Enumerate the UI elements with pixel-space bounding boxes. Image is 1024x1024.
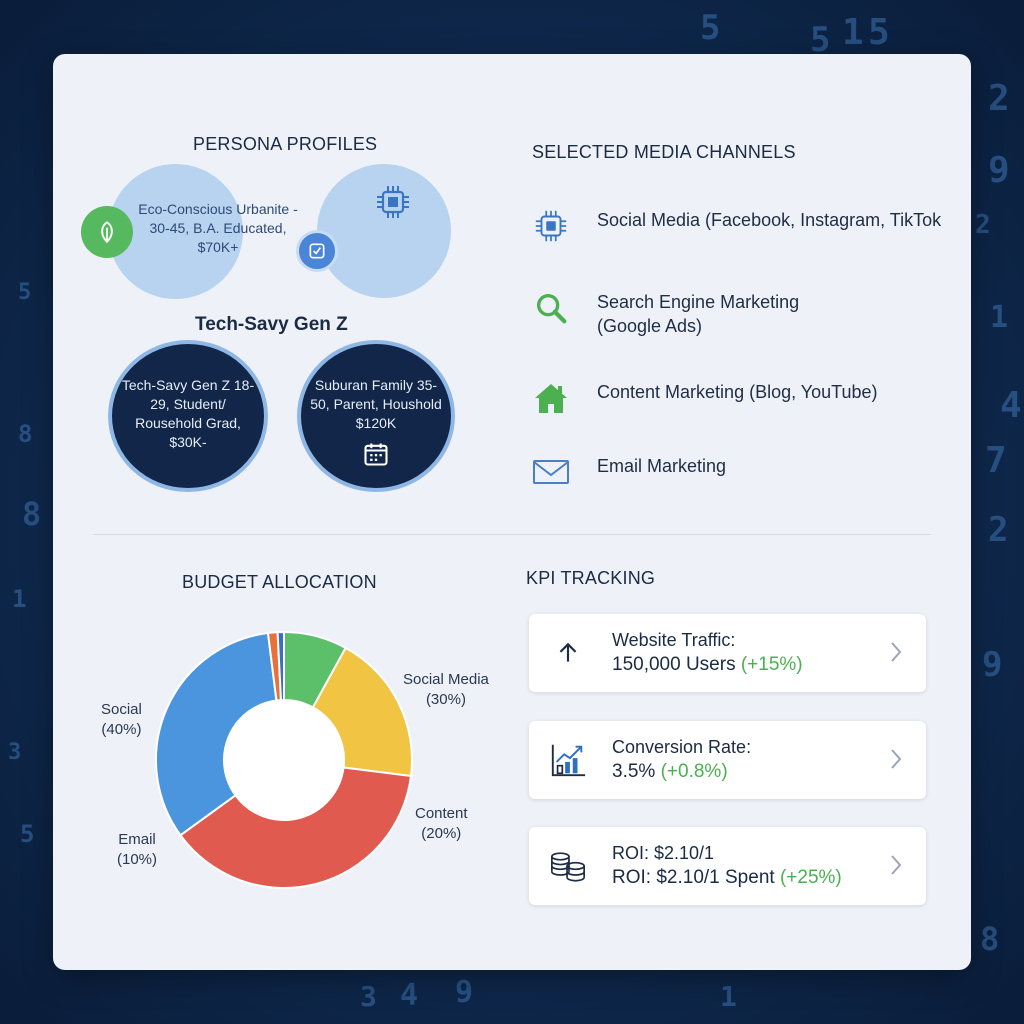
channel-social-media[interactable]: Social Media (Facebook, Instagram, TikTo…: [531, 208, 951, 244]
pie-label-name: Content: [415, 805, 468, 822]
kpi-card-website-traffic[interactable]: Website Traffic: 150,000 Users (+15%): [529, 614, 926, 692]
bg-digit: 1: [720, 980, 737, 1013]
budget-section-title: BUDGET ALLOCATION: [182, 572, 377, 592]
home-icon: [531, 380, 571, 416]
kpi-value-main: 150,000 Users: [612, 654, 741, 675]
kpi-value-main: ROI: $2.10/1 Spent: [612, 867, 780, 888]
pie-label-name: Email: [118, 831, 156, 848]
check-badge: [296, 230, 338, 272]
persona-subtitle: Tech-Savy Gen Z: [195, 314, 348, 335]
bg-digit: 5: [18, 280, 32, 305]
bg-digit: 8: [980, 920, 1000, 958]
bg-digit: 4: [400, 978, 419, 1013]
kpi-value: 150,000 Users (+15%): [612, 654, 803, 676]
leaf-icon: [101, 221, 113, 244]
arrow-up-icon: [549, 634, 587, 672]
pie-label-content: Content (20%): [415, 804, 468, 844]
kpi-section-title: KPI TRACKING: [526, 568, 656, 588]
persona-eco-text: Eco-Conscious Urbanite - 30-45, B.A. Edu…: [138, 201, 298, 255]
pie-label-email: Email (10%): [117, 830, 157, 870]
channel-label: Content Marketing (Blog, YouTube): [597, 382, 878, 402]
kpi-label: Website Traffic:: [612, 630, 736, 650]
donut-hole: [224, 700, 344, 820]
kpi-label: Conversion Rate:: [612, 737, 752, 757]
leaf-badge: [81, 206, 133, 258]
kpi-label: ROI: $2.10/1: [612, 843, 715, 863]
pie-label-pct: (40%): [101, 721, 142, 738]
channels-section-title: SELECTED MEDIA CHANNELS: [532, 142, 796, 162]
chip-icon: [373, 182, 413, 227]
channel-content-marketing[interactable]: Content Marketing (Blog, YouTube): [531, 380, 951, 416]
envelope-icon: [531, 454, 571, 490]
channel-label: Social Media (Facebook, Instagram, TikTo…: [597, 210, 942, 230]
persona-genz-text: Tech-Savy Gen Z 18-29, Student/ Rousehol…: [121, 377, 255, 450]
bg-digit: 3: [8, 740, 22, 765]
persona-circle-tech[interactable]: [317, 164, 451, 298]
search-icon: [531, 290, 571, 326]
chip-icon: [531, 208, 571, 244]
kpi-card-roi[interactable]: ROI: $2.10/1 ROI: $2.10/1 Spent (+25%): [529, 827, 926, 905]
channel-email[interactable]: Email Marketing: [531, 454, 951, 490]
bg-digit: 9: [988, 150, 1010, 191]
pie-label-pct: (10%): [117, 851, 158, 868]
kpi-delta: (+15%): [740, 654, 803, 675]
bg-digit: 5: [868, 12, 890, 53]
chevron-right-icon[interactable]: [888, 852, 904, 883]
bg-digit: 9: [455, 975, 474, 1010]
bar-chart-icon: [549, 741, 587, 779]
coins-icon: [549, 847, 587, 885]
check-shield-icon: [309, 243, 325, 259]
pie-label-pct: (30%): [425, 691, 466, 708]
bg-digit: 8: [18, 420, 33, 448]
bg-digit: 2: [975, 210, 991, 240]
persona-family-text: Suburan Family 35-50, Parent, Houshold $…: [310, 377, 442, 431]
persona-circle-genz[interactable]: [108, 340, 268, 492]
bg-digit: 5: [20, 820, 35, 848]
budget-donut-chart: [155, 630, 413, 890]
bg-digit: 5: [700, 8, 721, 48]
bg-digit: 4: [1000, 385, 1022, 426]
persona-section-title: PERSONA PROFILES: [193, 134, 378, 154]
bg-digit: 8: [22, 495, 42, 533]
persona-circle-family[interactable]: [297, 340, 455, 492]
kpi-delta: (+25%): [779, 867, 842, 888]
pie-label-name: Social Media: [403, 671, 489, 688]
kpi-value-main: 3.5%: [612, 761, 661, 782]
pie-label-social: Social (40%): [101, 700, 142, 740]
channel-label: Email Marketing: [597, 456, 727, 476]
bg-digit: 7: [985, 440, 1007, 481]
pie-label-pct: (20%): [421, 825, 462, 842]
chevron-right-icon[interactable]: [888, 746, 904, 777]
bg-digit: 1: [842, 12, 864, 53]
bg-digit: 9: [982, 645, 1003, 685]
bg-digit: 1: [990, 300, 1009, 335]
channel-label: Search Engine Marketing (Google Ads): [597, 292, 800, 336]
pie-label-social-media: Social Media (30%): [403, 670, 489, 710]
calendar-icon: [362, 440, 390, 473]
chevron-right-icon[interactable]: [888, 639, 904, 670]
bg-digit: 2: [988, 78, 1010, 119]
bg-digit: 2: [988, 510, 1009, 550]
bg-digit: 3: [360, 980, 377, 1013]
pie-label-name: Social: [101, 701, 142, 718]
kpi-value: 3.5% (+0.8%): [612, 761, 728, 783]
kpi-card-conversion-rate[interactable]: Conversion Rate: 3.5% (+0.8%): [529, 721, 926, 799]
kpi-delta: (+0.8%): [660, 761, 728, 782]
bg-digit: 1: [12, 585, 27, 613]
dashboard-card: PERSONA PROFILES Eco-Conscious Urbanite …: [53, 54, 971, 970]
kpi-value: ROI: $2.10/1 Spent (+25%): [612, 867, 842, 889]
channel-search-engine[interactable]: Search Engine Marketing (Google Ads): [531, 290, 951, 338]
section-divider: [93, 534, 931, 535]
